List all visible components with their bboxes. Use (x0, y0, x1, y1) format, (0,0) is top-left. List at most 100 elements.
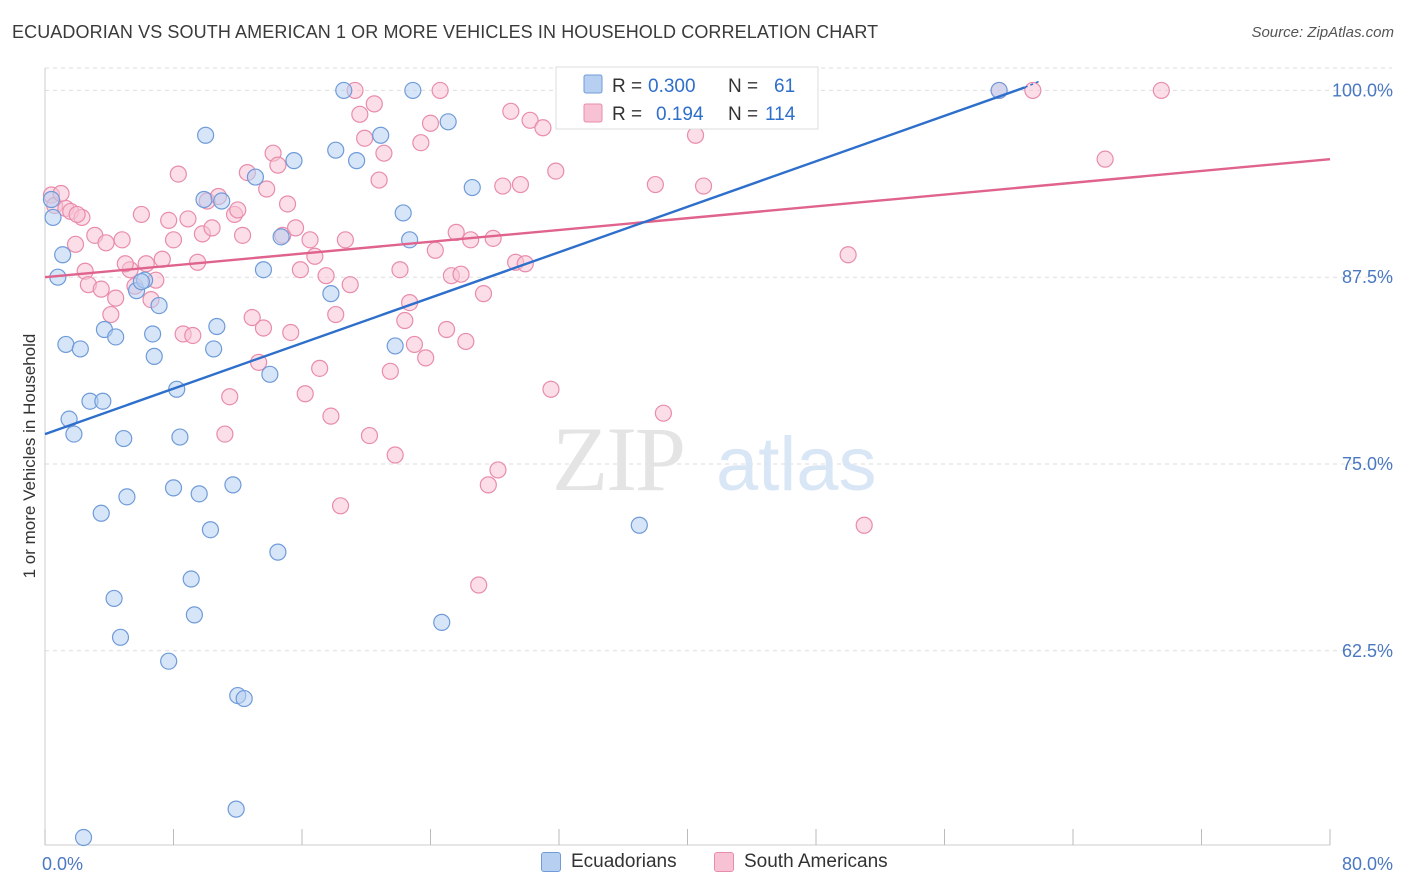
south-americans-point-68 (386, 446, 404, 464)
legend-swatch-south-americans (714, 852, 734, 872)
south-americans-point-36 (229, 201, 247, 219)
south-americans-point-72 (405, 335, 424, 354)
ecuadorians-points (42, 81, 1008, 847)
y-tick-label-1: 75.0% (1342, 454, 1393, 474)
y-axis-title: 1 or more Vehicles in Household (20, 334, 39, 579)
ecuadorians-point-59 (74, 828, 93, 847)
axes (44, 68, 1330, 846)
trend-lines (44, 80, 1331, 436)
south-americans-point-106 (839, 246, 857, 264)
south-americans-point-113 (116, 255, 134, 273)
south-americans-point-50 (296, 385, 314, 403)
south-americans-point-46 (278, 195, 297, 213)
ecuadorians-point-19 (164, 479, 183, 497)
ecuadorians-point-40 (322, 285, 340, 303)
y-tick-label-0: 62.5% (1342, 641, 1393, 661)
watermark-zip: ZIP (552, 408, 684, 510)
south-americans-point-81 (452, 265, 470, 283)
south-americans-point-49 (291, 261, 309, 279)
ecuadorians-point-7 (71, 340, 89, 358)
south-americans-point-90 (502, 102, 520, 120)
south-americans-point-111 (1152, 81, 1170, 100)
stats-legend-r-label-2: R = (612, 104, 642, 125)
legend-item-south-americans[interactable]: South Americans (714, 851, 888, 873)
south-americans-point-53 (311, 359, 329, 377)
south-americans-point-85 (474, 285, 493, 303)
south-americans-point-62 (356, 129, 374, 147)
south-americans-point-39 (243, 308, 261, 327)
y-tick-label-2: 87.5% (1342, 267, 1393, 287)
ecuadorians-point-38 (272, 228, 290, 246)
south-americans-point-13 (107, 289, 125, 307)
south-americans-point-95 (534, 119, 552, 137)
watermark: ZIP atlas (552, 408, 877, 510)
ecuadorians-point-25 (195, 190, 213, 209)
south-americans-point-42 (258, 180, 276, 198)
ecuadorians-point-16 (144, 325, 162, 343)
stats-legend-swatch-blue (583, 74, 603, 94)
ecuadorians-point-0 (42, 190, 61, 209)
legend-label-south-americans: South Americans (744, 851, 888, 872)
south-americans-point-55 (322, 407, 340, 425)
south-americans-point-26 (179, 210, 197, 228)
ecuadorians-point-23 (185, 606, 203, 624)
y-tick-label-3: 100.0% (1332, 80, 1393, 100)
stats-legend-n-label-1: N = (728, 76, 758, 97)
south-americans-point-70 (396, 311, 414, 330)
south-americans-point-103 (686, 126, 705, 144)
x-axis-left-label: 0.0% (42, 854, 83, 874)
south-americans-point-101 (646, 175, 664, 194)
ecuadorians-point-31 (224, 476, 242, 494)
stats-legend-n-label-2: N = (728, 104, 758, 125)
south-americans-point-33 (216, 425, 234, 443)
south-americans-point-37 (233, 226, 252, 244)
ecuadorians-point-6 (65, 425, 83, 443)
south-americans-point-107 (855, 516, 873, 534)
south-americans-point-67 (381, 362, 399, 380)
south-americans-point-64 (365, 95, 383, 113)
south-americans-point-63 (360, 426, 379, 445)
south-americans-point-44 (269, 156, 287, 174)
ecuadorians-point-34 (246, 168, 265, 186)
south-americans-point-74 (417, 349, 435, 367)
south-americans-point-61 (351, 105, 369, 123)
chart-title: ECUADORIAN VS SOUTH AMERICAN 1 OR MORE V… (12, 22, 879, 42)
south-americans-points (42, 81, 1170, 594)
ecuadorians-point-26 (197, 126, 215, 144)
ecuadorians-point-43 (348, 152, 366, 170)
ecuadorians-point-47 (404, 81, 422, 100)
south-americans-point-17 (132, 205, 150, 224)
ecuadorians-point-30 (213, 192, 231, 210)
south-americans-point-34 (221, 388, 239, 406)
ecuadorians-point-51 (463, 178, 481, 197)
south-americans-point-5 (66, 235, 85, 253)
south-americans-point-77 (431, 81, 449, 100)
south-americans-point-65 (370, 171, 388, 189)
south-americans-point-110 (1096, 150, 1114, 168)
south-americans-point-87 (484, 229, 502, 247)
grid-lines (45, 67, 1392, 652)
ecuadorians-point-24 (190, 485, 208, 503)
south-americans-point-97 (547, 162, 565, 180)
ecuadorians-point-3 (54, 246, 72, 264)
south-americans-point-12 (102, 305, 120, 324)
ecuadorians-point-50 (439, 113, 457, 131)
ecuadorians-trend-extension (1024, 80, 1040, 89)
south-americans-point-94 (521, 111, 539, 129)
ecuadorians-point-42 (335, 81, 353, 100)
south-americans-point-57 (331, 497, 350, 515)
south-americans-point-54 (317, 267, 335, 285)
south-americans-trend-line (44, 157, 1331, 279)
ecuadorians-point-35 (254, 261, 273, 279)
ecuadorians-point-52 (630, 516, 648, 534)
ecuadorians-point-39 (285, 152, 303, 170)
ecuadorians-point-44 (372, 126, 390, 144)
south-americans-point-96 (542, 380, 560, 398)
south-americans-point-89 (494, 177, 512, 195)
south-americans-point-14 (113, 231, 131, 249)
legend-item-ecuadorians[interactable]: Ecuadorians (541, 851, 677, 873)
south-americans-point-102 (654, 404, 673, 422)
ecuadorians-point-4 (57, 335, 75, 354)
y-tick-labels: 62.5% 75.0% 87.5% 100.0% (1332, 80, 1393, 660)
